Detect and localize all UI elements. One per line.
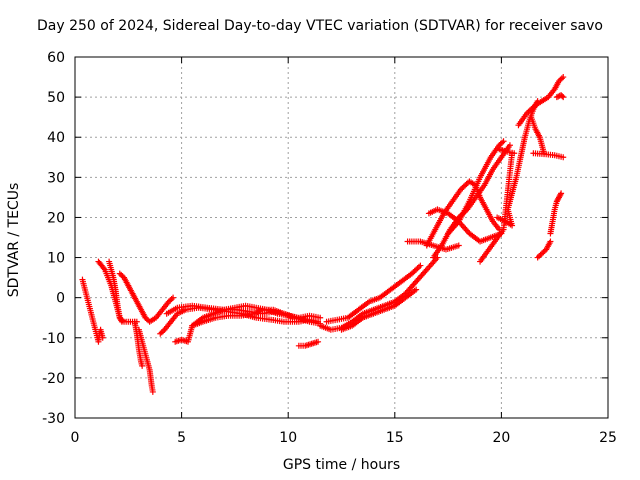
data-point <box>149 388 156 395</box>
data-point <box>315 338 322 345</box>
x-tick-label: 20 <box>492 430 510 446</box>
data-point <box>559 93 566 100</box>
data-point <box>118 318 125 325</box>
x-tick-label: 0 <box>71 430 80 446</box>
data-point <box>99 334 106 341</box>
data-point <box>500 138 507 145</box>
data-point <box>558 190 565 197</box>
x-axis-label: GPS time / hours <box>282 457 401 473</box>
data-point <box>170 294 177 301</box>
y-tick-label: 50 <box>47 90 65 106</box>
plot-frame <box>74 56 609 419</box>
x-tick-label: 10 <box>279 430 297 446</box>
data-point <box>506 142 513 149</box>
data-point <box>317 314 324 321</box>
data-point <box>413 286 420 293</box>
data-point <box>417 262 424 269</box>
data-point <box>509 150 516 157</box>
x-tick-label: 5 <box>177 430 186 446</box>
y-tick-label: 0 <box>56 291 65 307</box>
y-tick-label: 60 <box>47 50 65 66</box>
data-point <box>118 317 125 324</box>
data-point <box>560 154 567 161</box>
y-tick-label: -20 <box>42 371 65 387</box>
data-point <box>560 94 567 101</box>
y-tick-label: 30 <box>47 170 65 186</box>
data-point <box>100 265 107 272</box>
x-tick-label: 15 <box>386 430 404 446</box>
y-tick-label: 20 <box>47 210 65 226</box>
data-point <box>547 238 554 245</box>
data-point <box>541 150 548 157</box>
y-tick-label: 10 <box>47 251 65 267</box>
data-point <box>455 242 462 249</box>
data-point <box>557 191 564 198</box>
y-tick-label: 40 <box>47 130 65 146</box>
data-point <box>139 362 146 369</box>
chart-title: Day 250 of 2024, Sidereal Day-to-day VTE… <box>37 18 603 34</box>
x-tick-label: 25 <box>599 430 617 446</box>
y-tick-label: -10 <box>42 331 65 347</box>
y-tick-label: -30 <box>42 411 65 427</box>
data-point <box>560 74 567 81</box>
